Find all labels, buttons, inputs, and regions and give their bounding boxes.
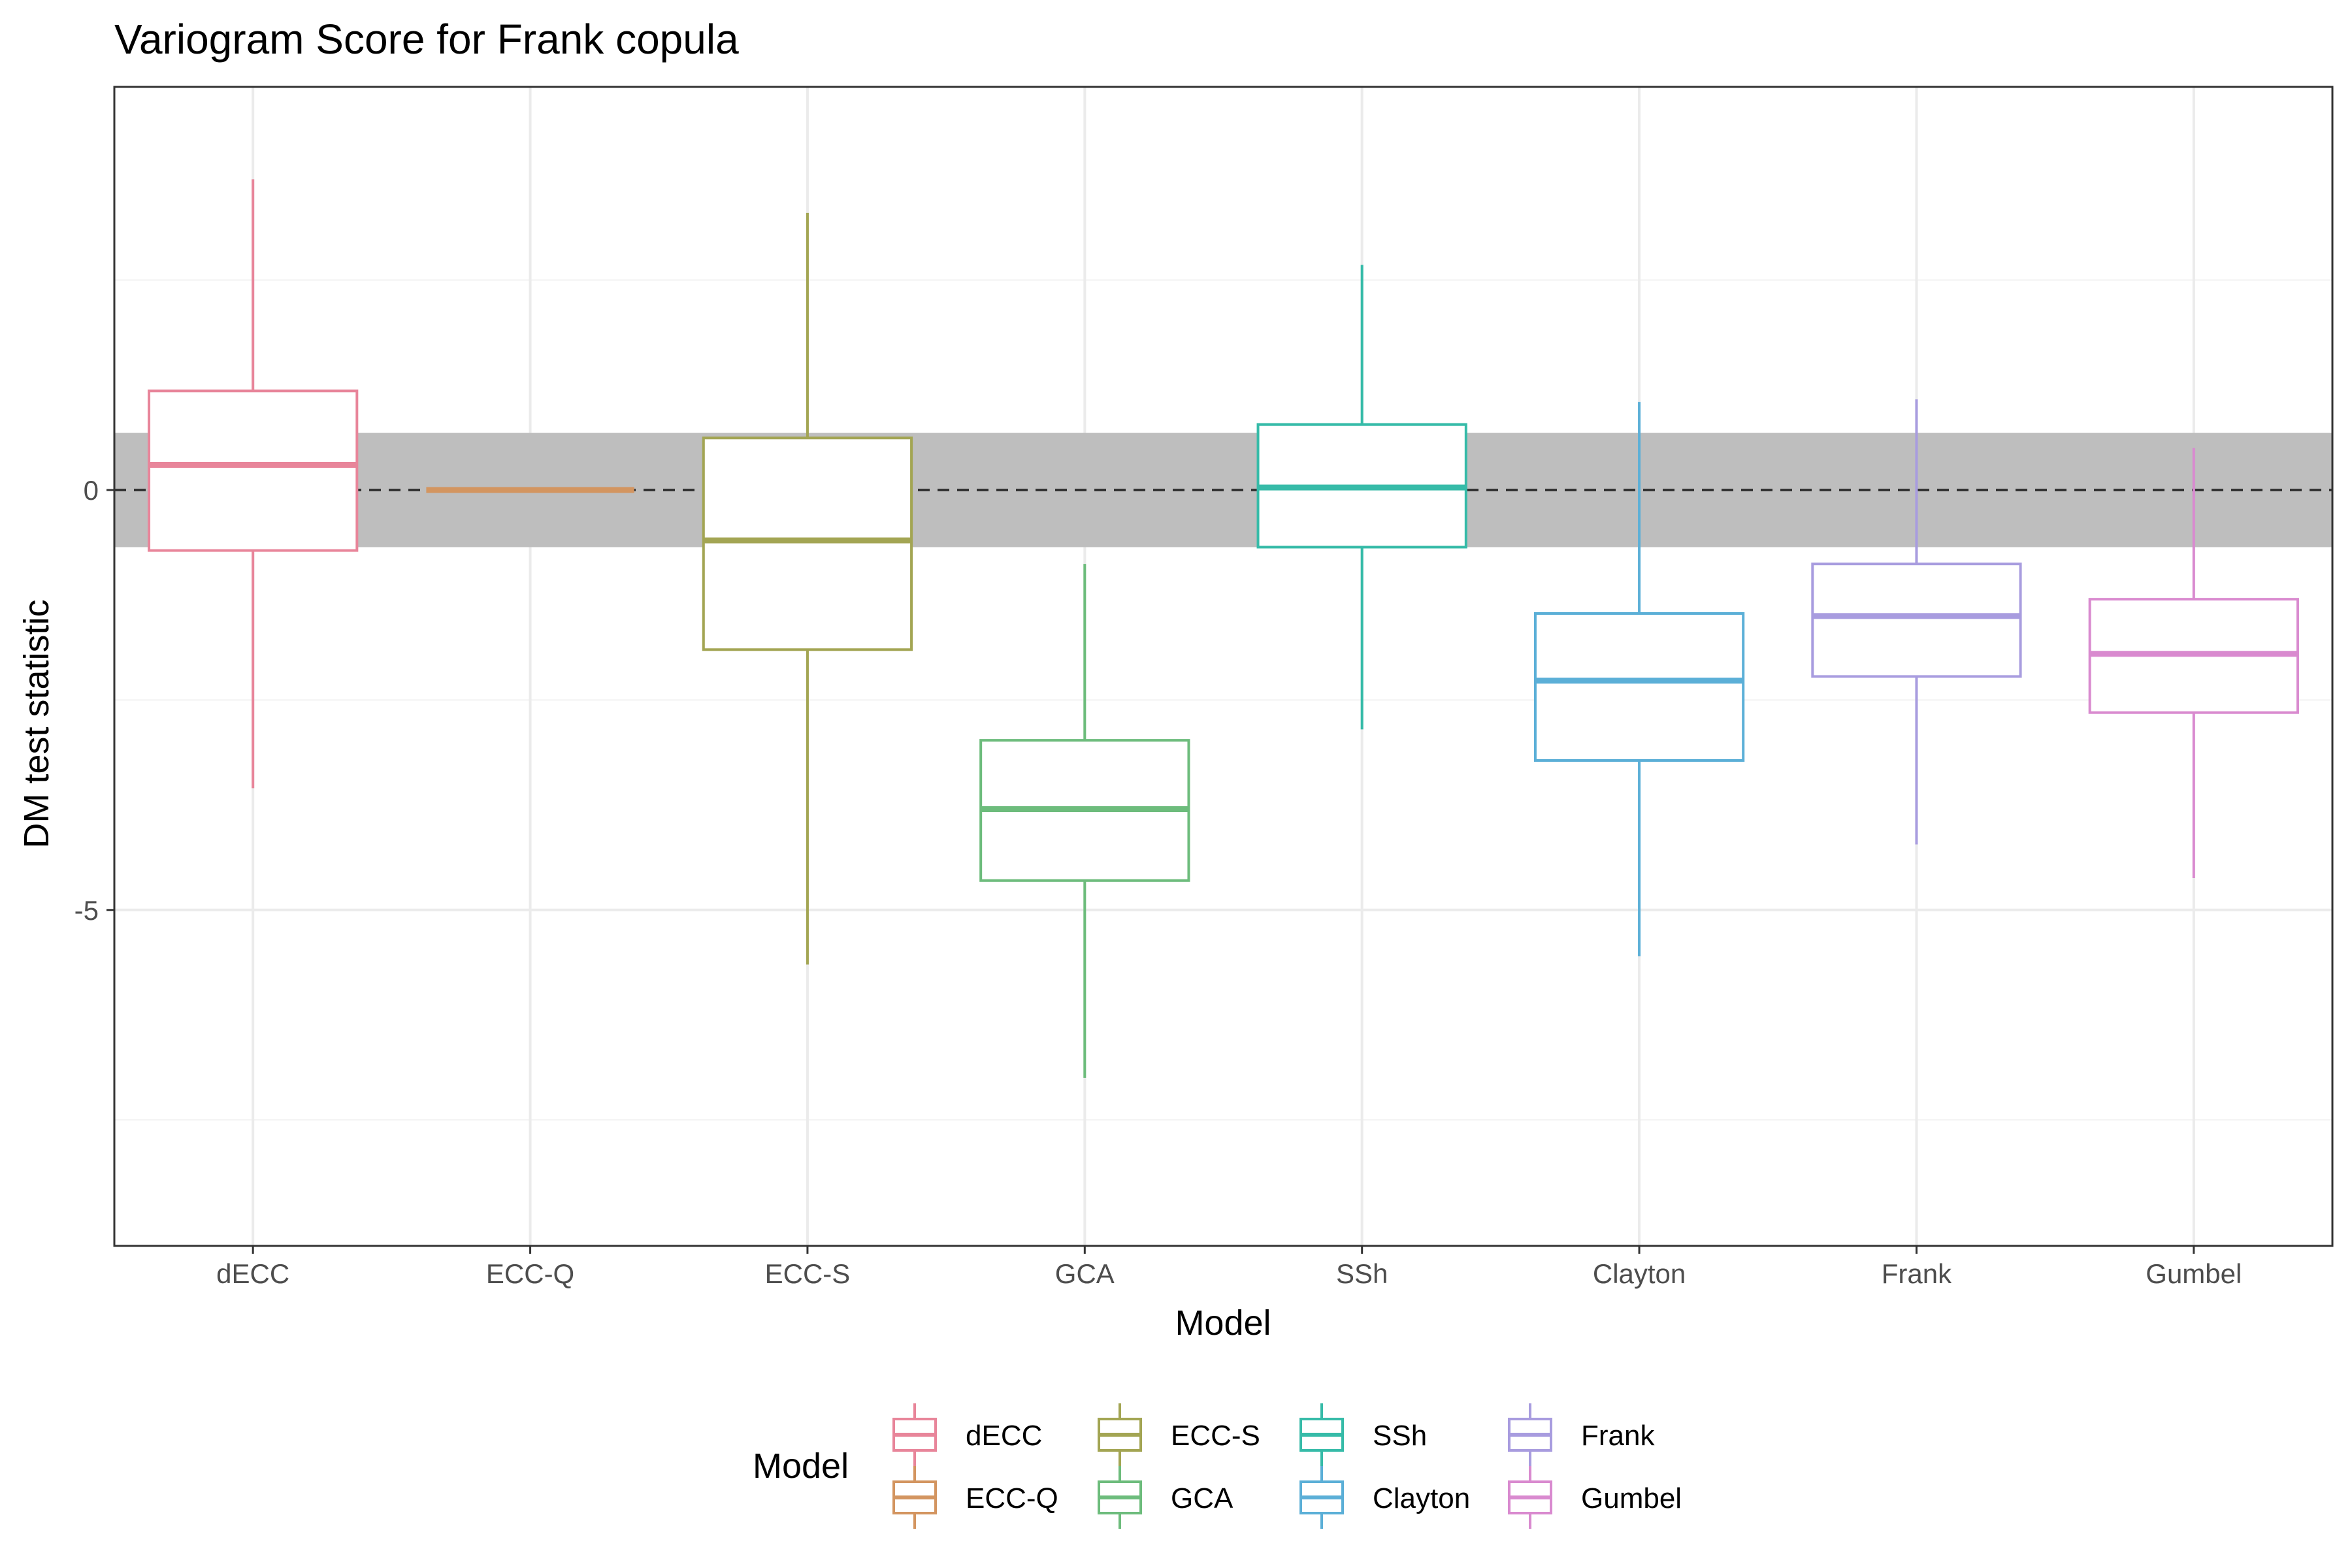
legend-label: GCA bbox=[1171, 1482, 1233, 1514]
box-body bbox=[702, 436, 913, 651]
box-gumbel bbox=[2088, 448, 2299, 878]
y-axis-title: DM test statistic bbox=[17, 599, 56, 848]
legend-item-decc: dECC bbox=[892, 1403, 1042, 1466]
box-ssh bbox=[1256, 265, 1467, 730]
box-frank bbox=[1811, 399, 2022, 845]
x-tick-label: Gumbel bbox=[2146, 1258, 2242, 1289]
box-body bbox=[148, 389, 359, 552]
y-tick-label: 0 bbox=[84, 475, 99, 506]
legend-item-frank: Frank bbox=[1508, 1403, 1655, 1466]
x-tick-label: Frank bbox=[1882, 1258, 1952, 1289]
legend-label: dECC bbox=[966, 1420, 1042, 1452]
x-tick-label: Clayton bbox=[1593, 1258, 1686, 1289]
legend-label: Clayton bbox=[1373, 1482, 1470, 1514]
box-clayton bbox=[1533, 402, 1745, 956]
legend-label: SSh bbox=[1373, 1420, 1427, 1452]
x-tick-label: ECC-Q bbox=[486, 1258, 574, 1289]
legend-item-ssh: SSh bbox=[1299, 1403, 1427, 1466]
legend-label: Gumbel bbox=[1581, 1482, 1682, 1514]
legend-item-gumbel: Gumbel bbox=[1508, 1466, 1682, 1529]
x-tick-label: SSh bbox=[1336, 1258, 1388, 1289]
box-body bbox=[1811, 563, 2022, 678]
legend-title: Model bbox=[753, 1446, 849, 1486]
legend-item-ecc-q: ECC-Q bbox=[892, 1466, 1058, 1529]
box-body bbox=[1533, 612, 1745, 762]
legend: Model dECC ECC-Q ECC-S GCA SSh Clayton Frank Gu… bbox=[753, 1403, 1682, 1529]
x-axis-title: Model bbox=[1175, 1303, 1271, 1343]
legend-item-ecc-s: ECC-S bbox=[1098, 1403, 1260, 1466]
legend-label: Frank bbox=[1581, 1420, 1655, 1452]
panel-border bbox=[113, 86, 2334, 1247]
legend-item-gca: GCA bbox=[1098, 1466, 1233, 1529]
x-tick-label: ECC-S bbox=[765, 1258, 851, 1289]
legend-label: ECC-Q bbox=[966, 1482, 1058, 1514]
x-tick-label: GCA bbox=[1055, 1258, 1115, 1289]
legend-item-clayton: Clayton bbox=[1299, 1466, 1470, 1529]
y-tick-label: -5 bbox=[74, 895, 99, 926]
plot-area: 0 -5 dECC ECC-Q ECC-S GCA SSh Clayton Frank Gumbe… bbox=[74, 86, 2334, 1289]
box-ecc-s bbox=[702, 212, 913, 965]
box-decc bbox=[148, 179, 359, 789]
x-tick-label: dECC bbox=[216, 1258, 289, 1289]
box-gca bbox=[979, 564, 1190, 1078]
chart-title: Variogram Score for Frank copula bbox=[114, 16, 739, 63]
legend-label: ECC-S bbox=[1171, 1420, 1260, 1452]
